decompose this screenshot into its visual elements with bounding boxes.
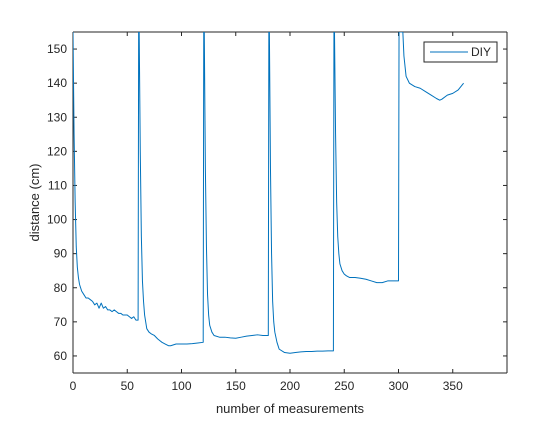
y-tick-label: 70 [54,315,68,329]
x-tick-label: 50 [121,379,135,393]
axes: 0 50 100 150 200 250 300 350 60 70 80 90 100 110 120 13… [27,31,508,416]
x-tick-label: 200 [280,379,300,393]
y-tick-label: 130 [47,110,67,124]
y-tick-label: 140 [47,76,67,90]
y-tick-label: 90 [54,247,68,261]
y-tick-label: 120 [47,144,67,158]
x-tick-label: 350 [443,379,463,393]
y-axis-label: distance (cm) [27,163,42,241]
y-tick-label: 110 [48,178,67,192]
y-tick-label: 150 [47,42,67,56]
x-axis-label: number of measurements [216,401,365,416]
x-tick-label: 250 [334,379,354,393]
series-line-diy [73,32,464,354]
x-tick-label: 300 [388,379,408,393]
x-tick-label: 100 [171,379,191,393]
y-tick-label: 100 [47,213,67,227]
y-tick-label: 80 [54,281,68,295]
legend[interactable]: DIY [423,41,498,63]
x-tick-label: 0 [70,379,77,393]
legend-label[interactable]: DIY [471,45,491,59]
x-tick-label: 150 [226,379,246,393]
plot-area [73,32,464,354]
y-tick-label: 60 [54,349,68,363]
